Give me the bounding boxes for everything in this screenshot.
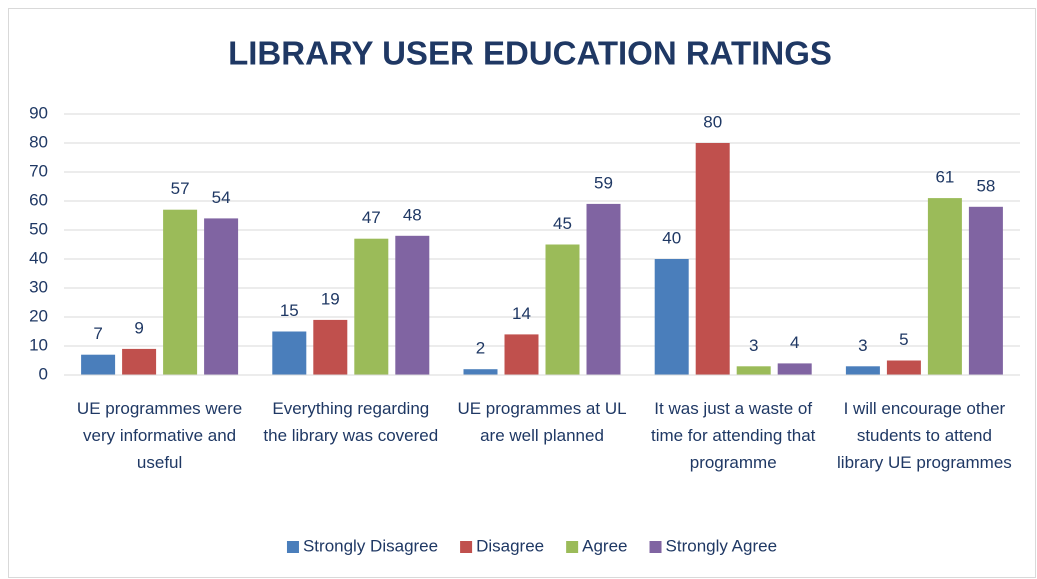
bar: [886, 360, 921, 375]
x-tick-label-line: the library was covered: [263, 426, 438, 445]
data-label: 54: [212, 188, 231, 207]
legend-item: Disagree: [460, 536, 544, 555]
y-tick-label: 90: [29, 103, 48, 122]
x-tick-label-line: are well planned: [480, 426, 604, 445]
bar: [354, 238, 389, 375]
legend-label: Strongly Disagree: [303, 536, 438, 555]
data-label: 14: [512, 304, 531, 323]
bar: [545, 244, 580, 375]
legend-item: Strongly Disagree: [286, 536, 438, 555]
bar: [163, 209, 198, 375]
bar: [736, 366, 771, 375]
data-label: 3: [858, 336, 867, 355]
y-tick-label: 10: [29, 335, 48, 354]
data-label: 4: [790, 333, 799, 352]
x-tick-label-line: very informative and: [83, 426, 236, 445]
bar: [695, 143, 730, 375]
bar: [968, 206, 1003, 375]
data-label: 7: [93, 324, 102, 343]
data-label: 57: [171, 179, 190, 198]
legend-item: Agree: [566, 536, 628, 555]
bar: [313, 319, 348, 375]
bar: [504, 334, 539, 375]
x-tick-label: UE programmes were very informative and us…: [77, 399, 242, 472]
data-label: 3: [749, 336, 758, 355]
bar: [654, 259, 689, 375]
y-tick-label: 40: [29, 248, 48, 267]
y-tick-label: 20: [29, 306, 48, 325]
x-tick-label-line: useful: [137, 453, 182, 472]
bar: [586, 203, 621, 375]
x-tick-label: Everything regarding the library was cove…: [263, 399, 438, 445]
data-label: 5: [899, 330, 908, 349]
data-label: 58: [976, 176, 995, 195]
data-label: 45: [553, 214, 572, 233]
x-tick-label-line: I will encourage other: [844, 399, 1006, 418]
data-label: 40: [662, 228, 681, 247]
y-tick-label: 70: [29, 161, 48, 180]
x-tick-label-line: UE programmes were: [77, 399, 242, 418]
bar: [204, 218, 239, 375]
legend-label: Disagree: [476, 536, 544, 555]
bar: [395, 235, 430, 375]
x-tick-label: UE programmes at UL are well planned: [457, 399, 626, 445]
y-tick-label: 80: [29, 132, 48, 151]
y-tick-label: 0: [39, 364, 48, 383]
bar: [272, 331, 307, 375]
data-label: 2: [476, 339, 485, 358]
bar: [122, 348, 157, 375]
legend-swatch: [460, 541, 473, 553]
data-label: 61: [935, 168, 954, 187]
bar: [927, 198, 962, 375]
bar: [463, 369, 498, 375]
data-label: 48: [403, 205, 422, 224]
data-label: 80: [703, 112, 722, 131]
x-tick-label-line: Everything regarding: [272, 399, 429, 418]
y-tick-label: 60: [29, 190, 48, 209]
x-tick-label-line: programme: [690, 453, 777, 472]
x-tick-label: It was just a waste of time for attending…: [651, 399, 816, 472]
data-label: 59: [594, 173, 613, 192]
legend-swatch: [649, 541, 662, 553]
x-tick-label-line: It was just a waste of: [654, 399, 812, 418]
chart-title: LIBRARY USER EDUCATION RATINGS: [228, 35, 832, 72]
data-label: 9: [134, 318, 143, 337]
bar: [81, 354, 116, 375]
x-tick-label-line: time for attending that: [651, 426, 816, 445]
legend-label: Strongly Agree: [666, 536, 778, 555]
legend-swatch: [566, 541, 579, 553]
x-tick-label-line: students to attend: [857, 426, 992, 445]
bar: [845, 366, 880, 375]
data-label: 15: [280, 301, 299, 320]
x-tick-label-line: library UE programmes: [837, 453, 1012, 472]
chart-border: [8, 8, 1036, 578]
data-label: 19: [321, 289, 340, 308]
x-tick-label-line: UE programmes at UL: [457, 399, 626, 418]
y-tick-label: 30: [29, 277, 48, 296]
y-tick-label: 50: [29, 219, 48, 238]
legend-swatch: [286, 541, 299, 553]
data-label: 47: [362, 208, 381, 227]
x-tick-label: I will encourage other students to attend…: [837, 399, 1012, 472]
legend-item: Strongly Agree: [649, 536, 778, 555]
legend-label: Agree: [582, 536, 627, 555]
bar: [777, 363, 812, 375]
